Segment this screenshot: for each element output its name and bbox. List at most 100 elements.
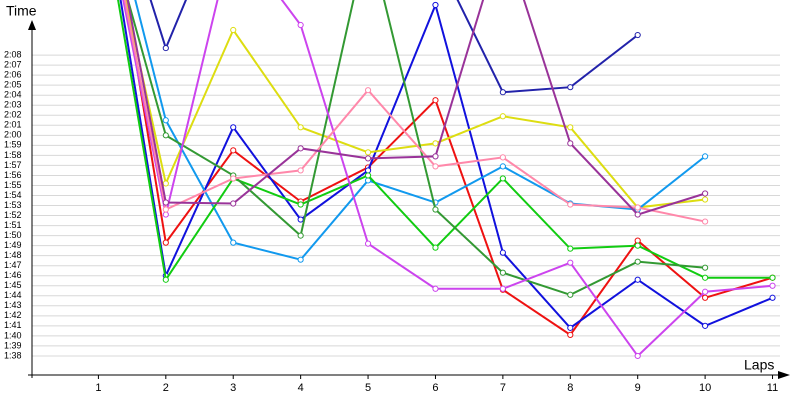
y-tick-label: 1:42 — [4, 310, 22, 320]
data-point — [432, 244, 439, 251]
data-point — [162, 44, 169, 52]
data-point — [567, 259, 574, 266]
data-point — [432, 1, 439, 9]
data-point — [230, 124, 237, 131]
x-tick-label: 5 — [365, 382, 371, 394]
data-point — [364, 155, 372, 162]
y-tick-label: 1:47 — [4, 260, 22, 270]
data-point — [364, 87, 372, 94]
y-axis-arrow — [28, 20, 36, 30]
data-point — [162, 117, 169, 124]
y-tick-label: 2:01 — [4, 120, 22, 130]
data-point — [702, 153, 709, 160]
data-point — [634, 242, 641, 249]
data-point — [634, 31, 641, 39]
data-point — [499, 285, 506, 292]
data-point — [702, 190, 709, 197]
x-tick-label: 6 — [432, 382, 438, 394]
y-tick-label: 2:04 — [4, 90, 22, 100]
x-tick-label: 11 — [767, 382, 778, 394]
data-point — [499, 269, 506, 276]
y-tick-label: 1:52 — [4, 210, 22, 220]
data-point — [162, 199, 169, 206]
y-tick-label: 1:38 — [4, 350, 22, 360]
data-point — [634, 276, 641, 283]
data-point — [297, 167, 304, 174]
y-tick-label: 1:41 — [4, 320, 22, 330]
grid — [32, 54, 780, 357]
x-tick-label: 8 — [567, 382, 573, 394]
x-tick-label: 2 — [163, 382, 169, 394]
data-point — [499, 175, 506, 182]
y-tick-label: 2:00 — [4, 130, 22, 140]
y-tick-label: 2:05 — [4, 80, 22, 90]
data-point — [499, 113, 506, 120]
data-point — [499, 154, 506, 161]
data-point — [702, 322, 709, 329]
y-tick-label: 1:49 — [4, 240, 22, 250]
data-point — [769, 294, 776, 301]
data-point — [230, 239, 237, 246]
y-tick-label: 1:59 — [4, 140, 22, 150]
x-tick-label: 1 — [95, 382, 101, 394]
data-point — [499, 89, 506, 96]
data-point — [567, 124, 574, 131]
data-point — [634, 352, 641, 360]
data-point — [432, 153, 439, 160]
data-point — [567, 84, 574, 91]
data-point — [162, 239, 169, 246]
x-tick-label: 9 — [635, 382, 641, 394]
data-point — [432, 140, 439, 147]
data-point — [769, 274, 776, 281]
data-point — [567, 140, 574, 147]
data-point — [702, 288, 709, 295]
x-tick-label: 4 — [298, 382, 304, 394]
data-point — [297, 232, 304, 239]
data-point — [364, 149, 372, 156]
y-tick-label: 1:55 — [4, 180, 22, 190]
series-line — [149, 0, 639, 94]
data-point — [230, 175, 237, 182]
data-point — [364, 172, 372, 179]
y-tick-label: 1:40 — [4, 330, 22, 340]
y-tick-label: 1:53 — [4, 200, 22, 210]
data-point — [432, 285, 439, 292]
x-axis-label: Laps — [744, 357, 774, 373]
y-tick-label: 1:39 — [4, 340, 22, 350]
x-tick-label: 7 — [500, 382, 506, 394]
y-tick-label: 1:54 — [4, 190, 22, 200]
y-tick-label: 1:56 — [4, 170, 22, 180]
data-point — [432, 206, 439, 213]
data-point — [432, 163, 439, 170]
data-point — [567, 331, 574, 338]
x-tick-label: 10 — [699, 382, 711, 394]
data-point — [432, 97, 439, 104]
data-point — [634, 258, 641, 265]
y-tick-label: 1:43 — [4, 300, 22, 310]
y-tick-label: 2:07 — [4, 60, 22, 70]
data-point — [230, 26, 237, 34]
data-point — [499, 163, 506, 170]
data-point — [364, 240, 372, 247]
data-point — [162, 180, 169, 187]
x-axis-arrow — [778, 371, 790, 379]
y-tick-label: 2:02 — [4, 110, 22, 120]
data-point — [567, 291, 574, 298]
data-point — [702, 218, 709, 225]
y-tick-label: 1:57 — [4, 160, 22, 170]
data-point — [567, 324, 574, 331]
y-tick-label: 1:45 — [4, 280, 22, 290]
y-tick-label: 1:50 — [4, 230, 22, 240]
data-point — [297, 145, 304, 152]
y-tick-label: 2:06 — [4, 70, 22, 80]
data-point — [769, 282, 776, 289]
data-point — [499, 249, 506, 256]
series-line — [126, 0, 706, 216]
y-tick-label: 1:48 — [4, 250, 22, 260]
y-tick-label: 1:51 — [4, 220, 22, 230]
series-line — [126, 0, 706, 296]
data-point — [702, 196, 709, 203]
x-tick-label: 3 — [230, 382, 236, 394]
